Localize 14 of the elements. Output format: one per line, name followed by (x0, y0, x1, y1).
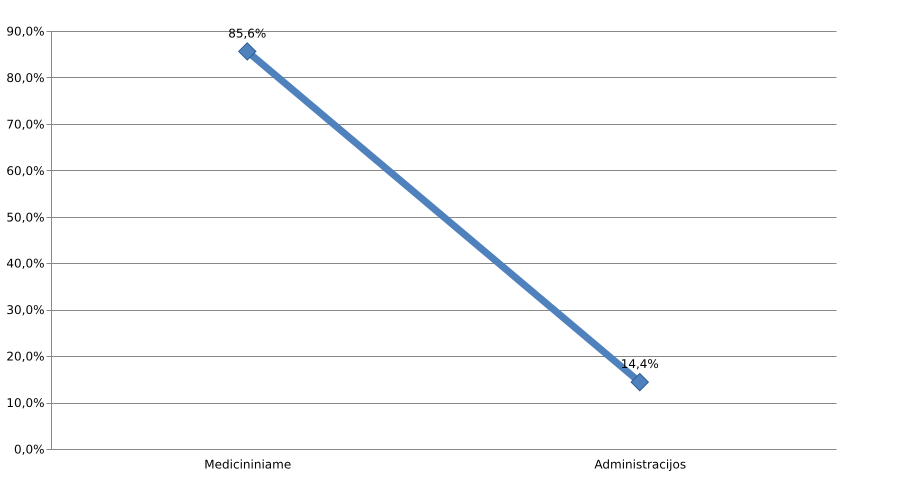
y-tick-label: 90,0% (6, 24, 44, 38)
y-tick-label: 0,0% (14, 442, 44, 456)
y-tick-label: 60,0% (6, 164, 44, 178)
y-tick-label: 40,0% (6, 256, 44, 271)
x-tick-label: Administracijos (594, 458, 686, 472)
y-tick-label: 10,0% (6, 396, 44, 410)
y-tick-label: 80,0% (6, 70, 44, 85)
data-label: 85,6% (228, 26, 266, 40)
y-tick-label: 30,0% (6, 303, 44, 318)
y-tick-label: 70,0% (6, 117, 44, 132)
data-label: 14,4% (620, 357, 659, 372)
y-tick-label: 50,0% (6, 210, 44, 224)
x-tick-label: Medicininiame (204, 458, 292, 472)
y-tick-label: 20,0% (6, 350, 44, 364)
